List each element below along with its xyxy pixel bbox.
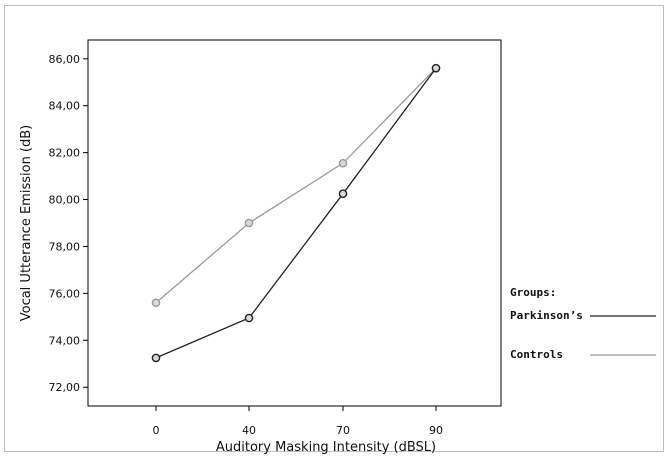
- y-tick-label: 84,00: [49, 100, 81, 113]
- y-tick-label: 74,00: [49, 334, 81, 347]
- x-tick-label: 70: [336, 424, 350, 437]
- data-point: [151, 353, 161, 363]
- x-tick-label: 40: [242, 424, 256, 437]
- data-point: [338, 189, 348, 198]
- y-tick-label: 82,00: [49, 147, 81, 160]
- plot-area: [87, 39, 502, 407]
- y-axis-title: Vocal Utterance Emission (dB): [19, 125, 34, 322]
- data-point: [244, 313, 254, 323]
- x-axis-title: Auditory Masking Intensity (dBSL): [216, 440, 436, 455]
- legend-label: Parkinson’s: [510, 309, 583, 322]
- y-axis-ticks: 72,00 74,00 76,00 78,00 80,00 82,00 84,00 86,00: [49, 53, 88, 394]
- series-layer: [151, 63, 441, 363]
- y-tick-label: 78,00: [49, 240, 81, 253]
- x-tick-label: 0: [153, 424, 160, 437]
- y-tick-label: 76,00: [49, 287, 81, 300]
- data-point: [431, 63, 441, 73]
- data-point: [338, 158, 348, 168]
- series-line-0: [155, 67, 437, 359]
- y-tick-label: 72,00: [49, 381, 81, 394]
- legend-title: Groups:: [510, 286, 556, 299]
- y-tick-label: 86,00: [49, 53, 81, 66]
- series-line-1: [155, 67, 437, 304]
- data-point: [244, 218, 254, 228]
- data-point: [151, 298, 161, 308]
- legend: Groups: Parkinson’s Controls: [510, 286, 656, 361]
- legend-label: Controls: [510, 348, 563, 361]
- y-tick-label: 80,00: [49, 194, 81, 207]
- x-axis-ticks: 0 40 70 90: [153, 406, 443, 437]
- x-tick-label: 90: [429, 424, 443, 437]
